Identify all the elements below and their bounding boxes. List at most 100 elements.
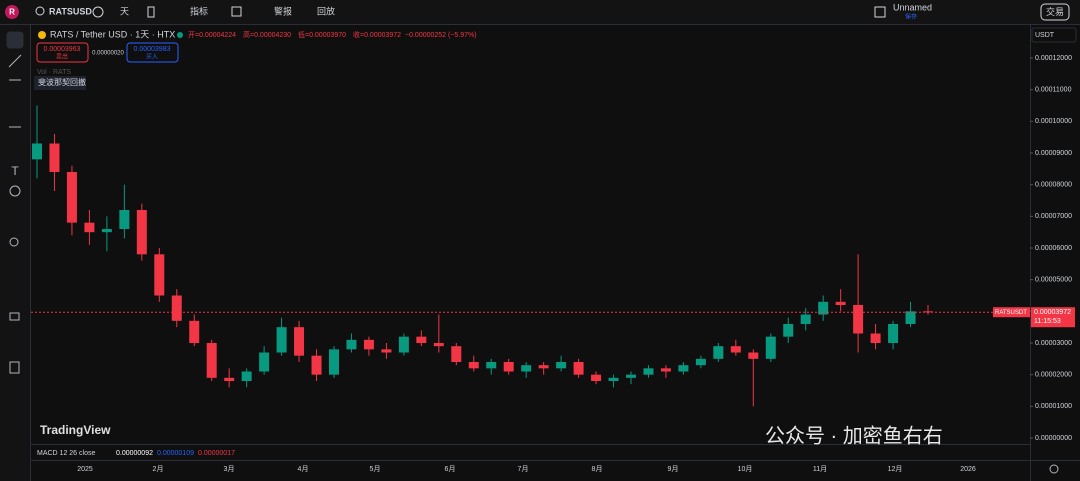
interval[interactable]: 天 xyxy=(120,6,129,16)
time-label: 3月 xyxy=(224,465,235,473)
candle-body xyxy=(538,365,549,369)
y-tick-label: 0.00005000 xyxy=(1035,277,1072,284)
time-label: 12月 xyxy=(888,465,903,473)
candle-body xyxy=(748,352,759,359)
candle-body xyxy=(259,352,270,372)
watermark-logo: TradingView xyxy=(40,423,111,437)
y-tick-label: 0.00008000 xyxy=(1035,182,1072,189)
price-tag-countdown: 11:15:53 xyxy=(1034,318,1061,325)
layouts[interactable] xyxy=(231,6,242,17)
trash-tool[interactable] xyxy=(9,361,20,374)
replay[interactable]: 回放 xyxy=(317,5,335,16)
time-label: 2025 xyxy=(77,466,93,473)
watermark-account: 公众号 · 加密鱼右右 xyxy=(765,424,943,447)
time-label: 9月 xyxy=(668,465,679,473)
y-tick-label: 0.00012000 xyxy=(1035,55,1072,62)
time-label: 4月 xyxy=(298,465,309,473)
price-tag-bg xyxy=(993,307,1030,318)
candle-body xyxy=(626,374,636,378)
sell-button[interactable] xyxy=(36,42,89,63)
candle-body xyxy=(363,339,374,350)
layout-icon[interactable] xyxy=(874,6,886,18)
search-icon[interactable] xyxy=(35,6,45,16)
avatar[interactable] xyxy=(5,5,19,19)
candle-body xyxy=(224,377,235,381)
avatar-letter: R xyxy=(9,8,15,17)
buy[interactable]: 买入 xyxy=(146,53,158,61)
candle-body xyxy=(573,362,584,375)
close: 收=0.00003972 xyxy=(353,30,401,39)
chart-type[interactable] xyxy=(147,6,155,18)
legend-title: RATS / Tether USD · 1天 · HTX xyxy=(50,29,175,39)
candle-body xyxy=(381,349,392,353)
macd-label: MACD 12 26 close xyxy=(37,450,95,457)
y-tick-label: 0.00009000 xyxy=(1035,150,1072,157)
y-tick-label: 0.00003000 xyxy=(1035,340,1072,347)
candle-body xyxy=(171,295,182,321)
left-toolbar xyxy=(0,25,30,481)
alerts[interactable]: 警报 xyxy=(274,5,292,16)
candle-body xyxy=(765,336,776,359)
candle-body xyxy=(66,172,77,223)
candle-body xyxy=(853,305,864,334)
emoji-tool[interactable] xyxy=(9,185,21,197)
buy-price[interactable]: 0.00003983 xyxy=(134,46,171,53)
trade-button[interactable] xyxy=(1040,3,1070,21)
trend-tool[interactable] xyxy=(8,54,22,68)
cursor-tool[interactable] xyxy=(6,31,24,49)
candle-body xyxy=(713,346,724,359)
zoom-tool[interactable] xyxy=(9,237,19,247)
open: 开=0.00004224 xyxy=(188,31,236,39)
candle-body xyxy=(783,324,794,337)
candle-body xyxy=(730,346,741,353)
y-tick-label: 0.00011000 xyxy=(1035,87,1072,94)
time-label: 8月 xyxy=(592,465,603,473)
top-bar xyxy=(0,0,1080,24)
candle-body xyxy=(101,229,112,233)
candle-body xyxy=(888,324,899,343)
status-dot xyxy=(177,32,183,38)
add-symbol[interactable] xyxy=(92,6,104,18)
sell-price[interactable]: 0.00003963 xyxy=(44,46,81,53)
buy-button[interactable] xyxy=(126,42,179,63)
candle-body xyxy=(416,336,427,343)
candle-body xyxy=(695,358,706,366)
candle-body xyxy=(398,336,409,353)
candle-body xyxy=(189,320,200,343)
sell[interactable]: 卖出 xyxy=(56,53,68,61)
candle-body xyxy=(486,362,497,369)
layout-name[interactable]: Unnamed xyxy=(893,2,932,12)
candle-body xyxy=(329,349,339,375)
time-label: 5月 xyxy=(370,465,381,473)
candle-body xyxy=(136,210,147,255)
text-tool[interactable]: T xyxy=(11,164,19,178)
candle-body xyxy=(32,143,42,160)
candle-body xyxy=(433,343,444,347)
candle-body xyxy=(905,311,916,324)
save[interactable]: 保存 xyxy=(905,13,917,21)
macd-signal: 0.00000109 xyxy=(157,450,194,457)
tooltip-bg xyxy=(34,76,86,90)
y-tick-label: 0.00010000 xyxy=(1035,118,1072,125)
candle-body xyxy=(468,362,479,369)
candle-body xyxy=(818,301,829,315)
candle-body xyxy=(521,365,532,372)
trade[interactable]: 交易 xyxy=(1046,6,1064,17)
left-tools xyxy=(6,31,24,374)
candle-body xyxy=(870,333,881,343)
candle-body xyxy=(556,362,567,369)
settings[interactable] xyxy=(1049,464,1059,474)
candle-body xyxy=(835,301,846,305)
symbol[interactable]: RATSUSD xyxy=(49,6,92,16)
volume: Vol · RATS xyxy=(37,69,71,76)
currency-select[interactable] xyxy=(1031,27,1077,43)
y-tick-label: 0.00000000 xyxy=(1035,435,1072,442)
currency[interactable]: USDT xyxy=(1035,32,1055,39)
candle-body xyxy=(49,143,60,172)
lock-tool[interactable] xyxy=(9,312,20,321)
candle-body xyxy=(154,254,165,296)
candle-body xyxy=(84,222,95,233)
price-tag-price: 0.00003972 xyxy=(1034,309,1071,316)
indicators[interactable]: 指标 xyxy=(190,5,208,16)
candle-body xyxy=(591,374,602,381)
